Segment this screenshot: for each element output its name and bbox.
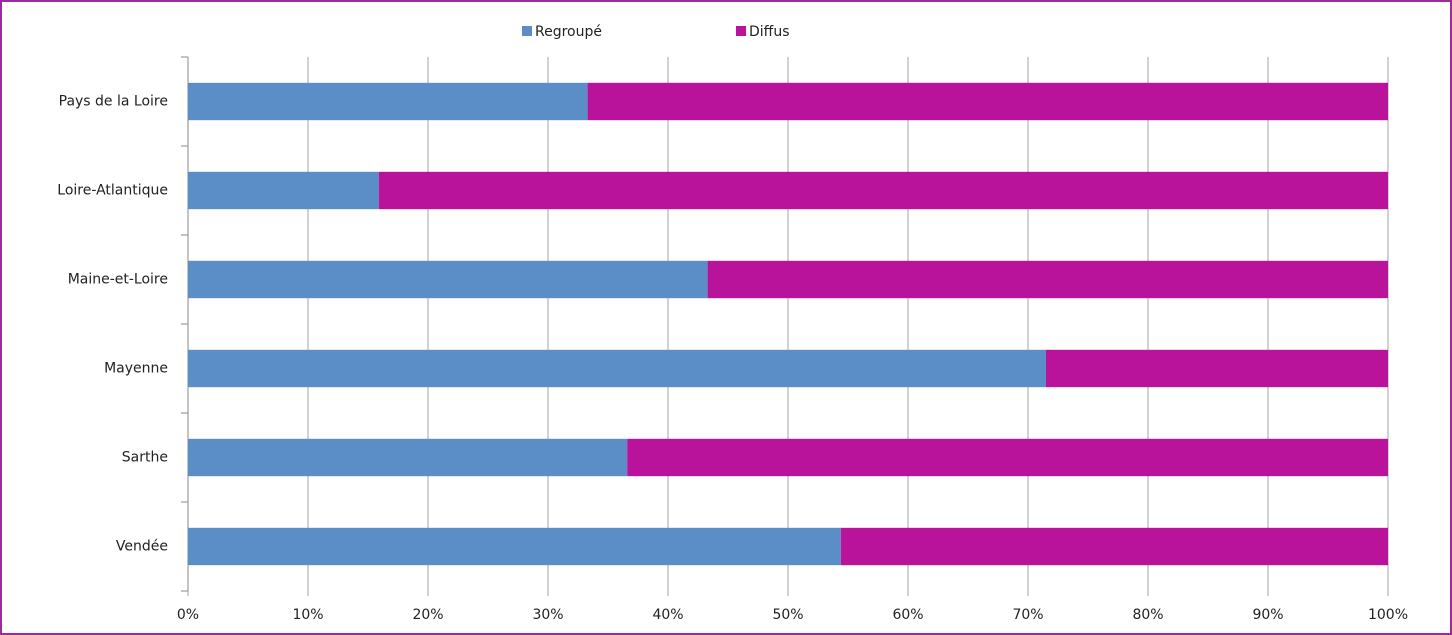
bar-segment — [188, 527, 841, 566]
bar-segment — [378, 171, 1388, 210]
x-tick-label: 70% — [1012, 607, 1043, 623]
legend-label: Diffus — [749, 24, 789, 40]
x-tick-label: 20% — [412, 607, 443, 623]
legend-swatch — [522, 26, 532, 36]
y-tick-label: Sarthe — [122, 450, 168, 466]
x-tick-label: 30% — [532, 607, 563, 623]
x-tick-label: 0% — [177, 607, 199, 623]
bar-segment — [188, 349, 1046, 388]
bar-segment — [587, 82, 1388, 121]
x-tick-label: 10% — [292, 607, 323, 623]
legend-swatch — [736, 26, 746, 36]
x-tick-label: 40% — [652, 607, 683, 623]
bar-segment — [840, 527, 1388, 566]
y-tick-label: Pays de la Loire — [59, 94, 168, 110]
x-tick-label: 90% — [1252, 607, 1283, 623]
x-tick-label: 60% — [892, 607, 923, 623]
y-tick-label: Vendée — [116, 539, 168, 555]
bar-segment — [707, 260, 1388, 299]
bar-segment — [188, 171, 379, 210]
x-tick-label: 100% — [1368, 607, 1408, 623]
x-tick-label: 80% — [1132, 607, 1163, 623]
bar-segment — [188, 82, 588, 121]
y-tick-label: Mayenne — [104, 361, 168, 377]
bar-segment — [627, 438, 1388, 477]
bar-segment — [1046, 349, 1388, 388]
bar-segment — [188, 260, 708, 299]
legend-label: Regroupé — [535, 24, 602, 40]
bar-segment — [188, 438, 628, 477]
y-tick-label: Loire-Atlantique — [57, 183, 168, 199]
y-tick-label: Maine-et-Loire — [68, 272, 168, 288]
x-tick-label: 50% — [772, 607, 803, 623]
